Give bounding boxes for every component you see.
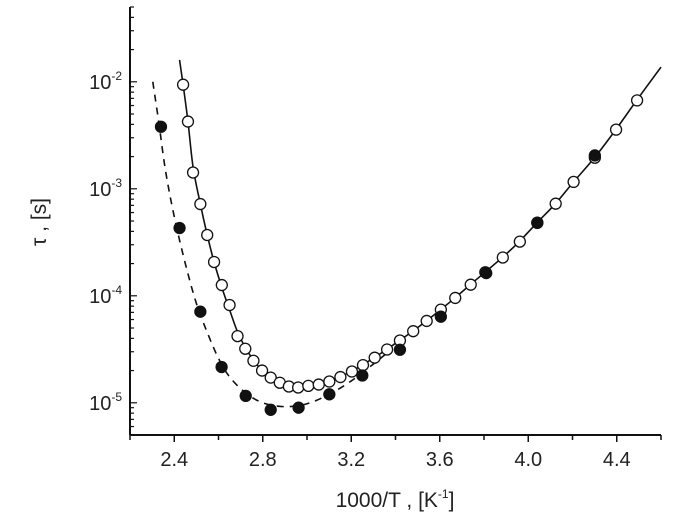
open-circle-point <box>223 298 236 312</box>
open-circle-point <box>368 351 381 364</box>
open-circle-point <box>323 375 336 388</box>
open-circle-point <box>231 329 244 343</box>
y-tick-label: 10-5 <box>89 390 122 415</box>
open-circle-point <box>345 365 359 378</box>
x-tick-label: 3.2 <box>337 449 365 471</box>
open-circle-point <box>567 175 580 189</box>
filled-circle-point <box>292 401 305 414</box>
filled-circle-point <box>434 310 448 323</box>
solid-fit-line <box>178 59 662 389</box>
open-circle-point <box>609 123 623 136</box>
x-tick-label: 4.0 <box>514 449 542 471</box>
axes <box>129 6 662 442</box>
filled-circle-point <box>323 388 336 401</box>
open-circle-point <box>186 166 200 179</box>
data-points <box>154 78 644 416</box>
open-circle-point <box>181 115 195 128</box>
open-circle-point <box>513 235 526 248</box>
filled-circle-point <box>154 120 168 133</box>
x-tick-label: 2.8 <box>249 449 277 471</box>
open-circle-point <box>380 343 394 356</box>
open-circle-point <box>630 94 644 107</box>
filled-circle-point <box>173 221 186 235</box>
filled-circle-point <box>356 369 369 382</box>
open-circle-point <box>549 197 562 210</box>
open-circle-point <box>291 381 305 394</box>
y-tick-label: 10-3 <box>89 176 122 201</box>
open-circle-point <box>464 278 477 291</box>
open-circle-point <box>302 379 315 392</box>
filled-circle-point <box>264 403 277 416</box>
open-circle-point <box>449 291 462 305</box>
open-circle-point <box>407 325 420 338</box>
filled-circle-point <box>215 360 228 374</box>
open-circle-point <box>255 364 269 377</box>
fit-lines <box>151 59 662 408</box>
open-circle-point <box>334 370 347 384</box>
x-tick-label: 4.4 <box>603 449 631 471</box>
open-circle-point <box>176 78 190 91</box>
open-circle-point <box>194 197 207 211</box>
filled-circle-point <box>480 266 493 280</box>
open-circle-point <box>496 251 509 264</box>
y-axis-label: τ , [s] <box>28 198 51 246</box>
y-tick-label: 10-4 <box>89 283 122 308</box>
filled-circle-point <box>588 149 601 162</box>
filled-circle-point <box>531 216 544 230</box>
open-circle-point <box>239 342 252 355</box>
x-axis-label: 1000/T , [K-1] <box>336 487 455 512</box>
filled-circle-point <box>239 389 252 403</box>
open-circle-point <box>207 255 221 269</box>
open-circle-point <box>420 314 433 328</box>
y-tick-label: 10-2 <box>89 69 122 94</box>
tick-labels: 2.4 2.8 3.2 3.6 4.0 4.4 10-2 10-3 10-4 10-5 <box>89 69 631 471</box>
x-tick-label: 2.4 <box>160 449 188 471</box>
open-circle-point <box>201 228 214 242</box>
open-circle-point <box>247 354 260 367</box>
open-circle-point <box>356 358 370 372</box>
open-circle-point <box>215 278 228 292</box>
x-tick-label: 3.6 <box>426 449 454 471</box>
dashed-fit-line <box>151 81 388 408</box>
open-circle-point <box>264 371 277 384</box>
filled-circle-point <box>393 343 407 356</box>
filled-circle-point <box>194 305 207 318</box>
open-circle-point <box>312 378 325 391</box>
